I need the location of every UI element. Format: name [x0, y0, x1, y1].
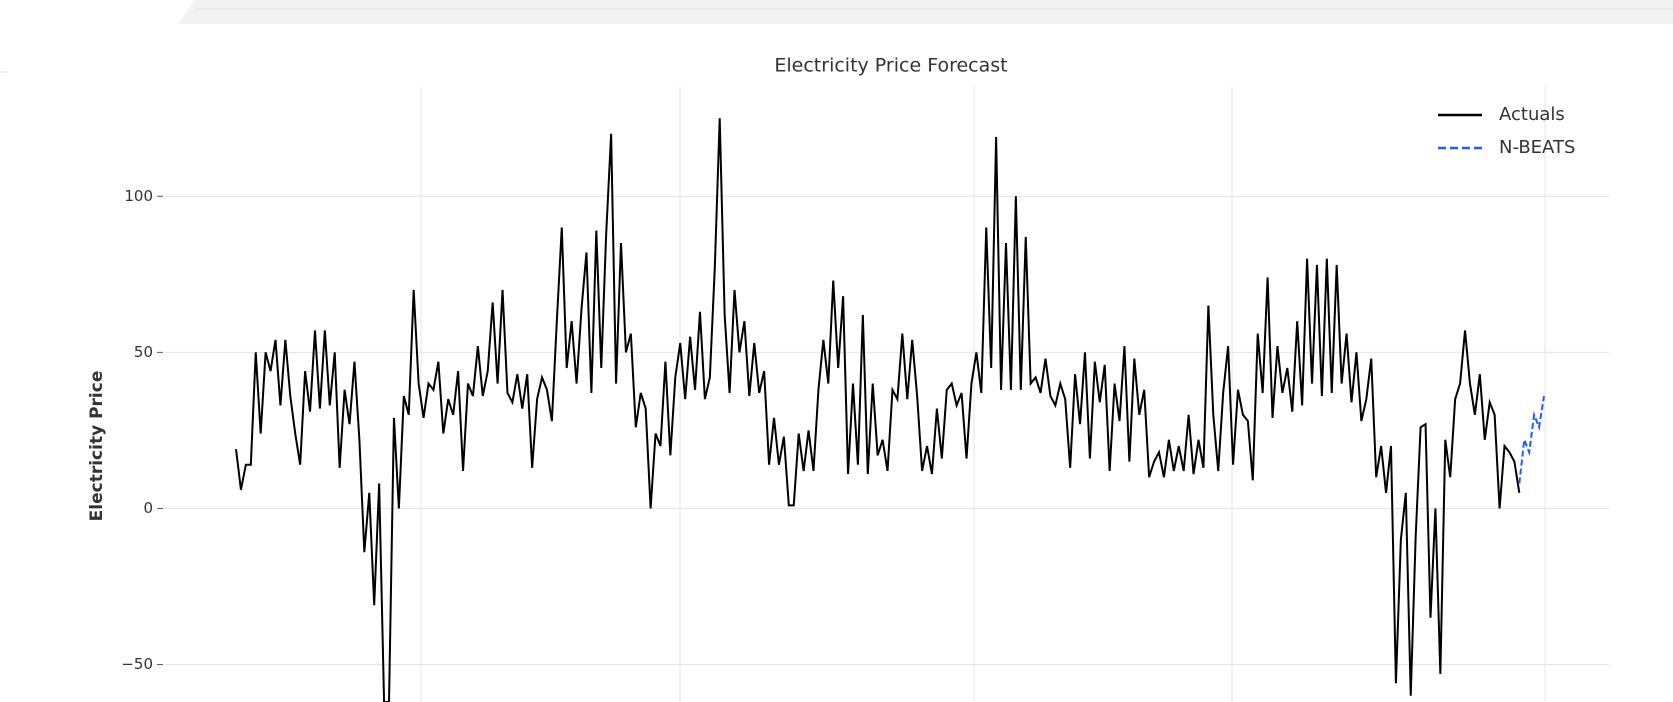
chart-title: Electricity Price Forecast — [774, 55, 1007, 77]
y-tick-label: 100 — [124, 187, 153, 205]
y-tick-label: −50 — [121, 655, 153, 673]
series-line — [1518, 395, 1545, 484]
y-axis-label: Electricity Price — [87, 371, 107, 522]
top-strip — [178, 0, 1673, 24]
legend-label: Actuals — [1499, 104, 1565, 125]
y-tick-label: 50 — [134, 343, 153, 361]
y-tick-label: 0 — [143, 499, 153, 517]
legend-label: N-BEATS — [1499, 137, 1575, 158]
series-line — [235, 118, 1521, 702]
